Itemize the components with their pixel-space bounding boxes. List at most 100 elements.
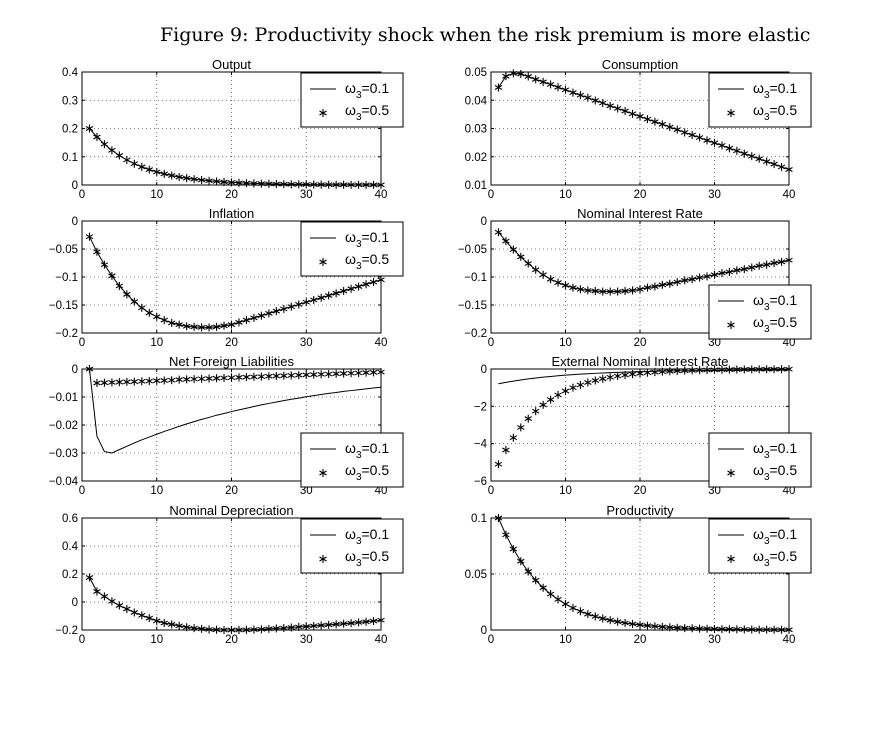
star-marker [636, 285, 644, 294]
star-stroke [748, 366, 756, 372]
star-marker [561, 600, 570, 609]
star-stroke [531, 267, 540, 273]
star-stroke [733, 267, 741, 273]
star-marker [153, 616, 161, 625]
star-stroke [242, 374, 251, 380]
star-stroke [576, 92, 585, 98]
star-marker [531, 407, 540, 416]
star-stroke [643, 370, 652, 376]
star-stroke [727, 556, 735, 562]
star-stroke [302, 182, 310, 187]
star-marker [347, 180, 355, 189]
star-stroke [212, 178, 221, 184]
star-marker [227, 320, 236, 329]
series-line-omega3-0.1 [89, 577, 382, 631]
star-marker [377, 616, 385, 625]
subplot-title: Nominal Depreciation [169, 503, 293, 518]
y-tick-label: −0.05 [49, 244, 78, 256]
series-stars-omega3-0.5 [494, 228, 793, 296]
star-marker [85, 124, 94, 133]
star-marker [584, 610, 592, 619]
star-stroke [175, 377, 183, 383]
star-marker [688, 130, 696, 139]
star-marker [569, 88, 577, 97]
star-marker [265, 309, 273, 318]
star-stroke [250, 315, 258, 321]
legend-value: =0.5 [770, 548, 798, 564]
star-stroke [509, 70, 518, 76]
star-marker [785, 625, 793, 634]
star-marker [680, 366, 689, 375]
star-marker [272, 307, 281, 316]
x-tick-label: 0 [79, 634, 85, 646]
star-marker [785, 365, 793, 374]
star-stroke [100, 593, 109, 599]
star-stroke [317, 622, 325, 628]
star-stroke [205, 324, 213, 330]
subplot-net-foreign-liabilities: 0 10 20 30 40 −0.04 −0.03 −0.02 −0.01 0 Net Foreig… [49, 354, 404, 497]
y-tick-label: 0.3 [62, 95, 78, 107]
star-marker [257, 625, 266, 634]
star-marker [531, 75, 540, 84]
star-stroke [280, 306, 288, 312]
star-marker [235, 626, 243, 634]
star-marker [554, 595, 562, 604]
star-marker [85, 365, 94, 373]
star-stroke [280, 625, 288, 631]
star-marker [651, 622, 659, 631]
legend: ω3=0.1ω3=0.5 [300, 432, 404, 488]
star-marker [347, 369, 355, 378]
star-marker [369, 617, 378, 626]
x-tick-label: 20 [225, 485, 238, 497]
star-stroke [369, 279, 378, 285]
star-marker [175, 621, 183, 630]
star-stroke [242, 627, 251, 633]
star-marker [205, 374, 213, 383]
star-stroke [115, 603, 124, 608]
subplot-title: Inflation [209, 206, 255, 221]
star-stroke [138, 164, 146, 170]
star-marker [108, 597, 116, 606]
star-stroke [138, 305, 146, 311]
star-stroke [319, 470, 327, 476]
star-marker [651, 368, 659, 377]
star-stroke [108, 147, 116, 153]
x-tick-label: 20 [634, 485, 647, 497]
star-marker [613, 104, 622, 113]
star-marker [85, 232, 94, 241]
legend-box [300, 518, 404, 574]
x-tick-label: 30 [708, 189, 721, 201]
legend-value: =0.1 [362, 526, 390, 542]
star-marker [347, 619, 355, 628]
star-stroke [636, 286, 644, 292]
series-line-omega3-0.1 [498, 231, 790, 293]
star-marker [332, 289, 340, 298]
y-tick-label: −0.2 [464, 328, 487, 340]
star-marker [167, 318, 176, 327]
legend-greek: ω [345, 462, 356, 478]
star-marker [369, 368, 378, 377]
star-marker [145, 614, 154, 623]
star-stroke [777, 627, 786, 633]
star-stroke [197, 626, 206, 632]
star-marker [777, 365, 786, 374]
star-stroke [755, 627, 763, 633]
star-marker [606, 616, 614, 625]
star-stroke [621, 620, 629, 626]
y-tick-label: −4 [474, 439, 488, 451]
star-marker [377, 368, 385, 377]
star-marker [599, 99, 607, 108]
star-marker [302, 622, 310, 631]
legend-subscript: 3 [764, 450, 770, 461]
star-stroke [509, 546, 518, 552]
star-marker [576, 91, 585, 100]
star-stroke [153, 378, 161, 384]
star-marker [718, 141, 726, 150]
star-marker [770, 365, 778, 374]
star-marker [494, 228, 503, 237]
star-marker [377, 275, 385, 284]
star-marker [369, 180, 378, 189]
